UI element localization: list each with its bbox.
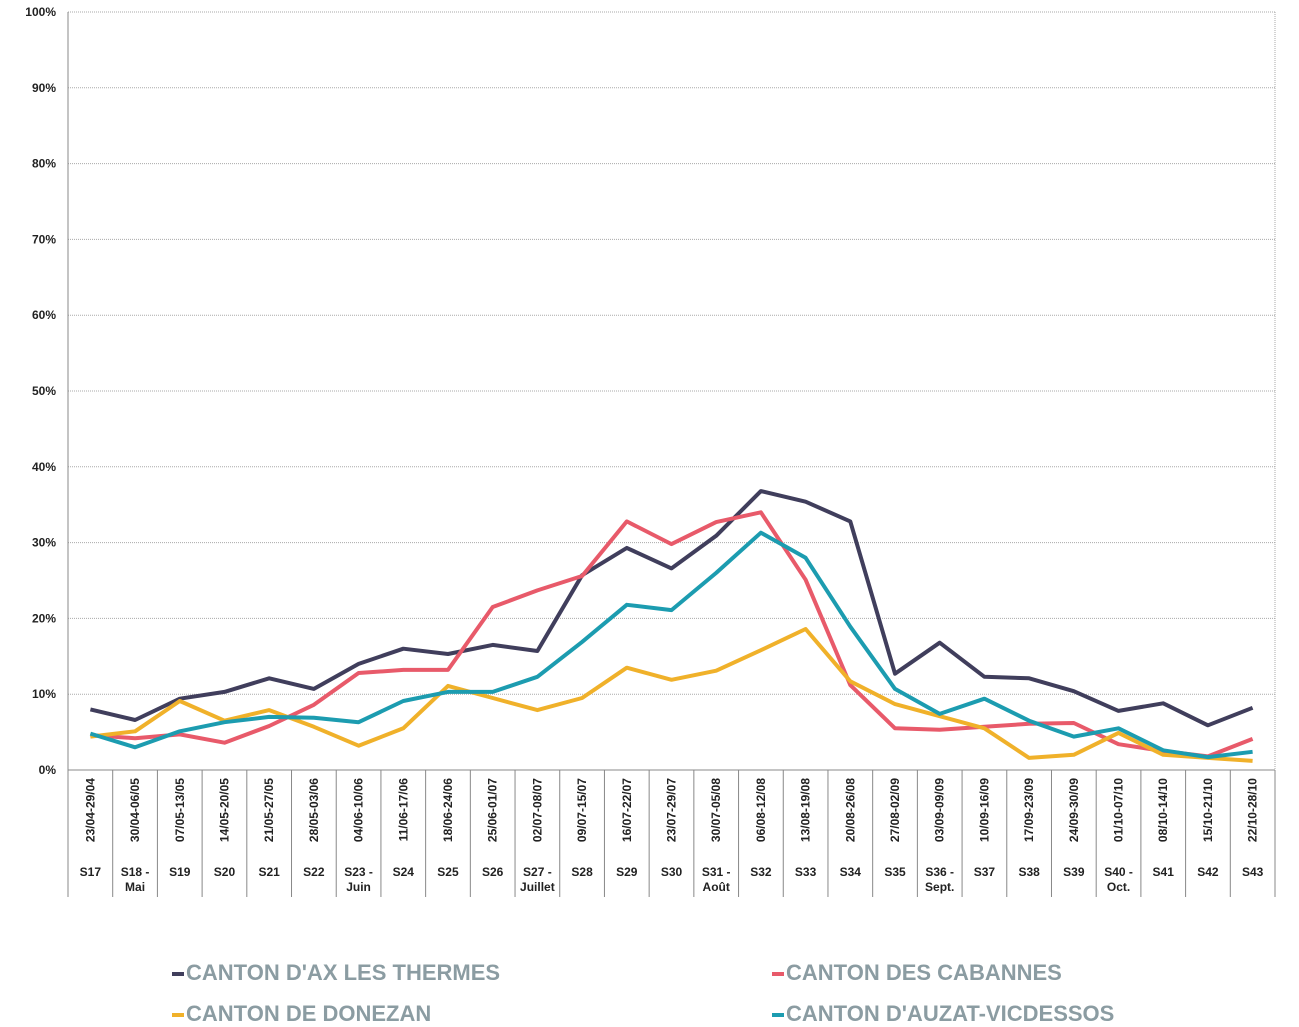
series-line	[89, 530, 1253, 760]
week-label: S20	[213, 865, 236, 879]
week-label: S34	[839, 865, 861, 879]
legend-label: CANTON D'AX LES THERMES	[186, 960, 501, 985]
x-tick-label: 22/10-28/10	[1246, 778, 1260, 842]
x-tick-label: 30/04-06/05	[128, 778, 142, 842]
y-tick-label: 40%	[32, 460, 56, 474]
week-label: S22	[303, 865, 325, 879]
x-tick-label: 11/06-17/06	[396, 778, 410, 842]
legend-item: CANTON D'AUZAT-VICDESSOS	[772, 1001, 1114, 1027]
week-label: S29	[616, 865, 638, 879]
x-tick-label: 01/10-07/10	[1112, 778, 1126, 842]
legend-marker	[172, 1013, 184, 1018]
x-tick-label: 30/07-05/08	[709, 778, 723, 842]
week-label: S32	[750, 865, 772, 879]
legend-label: CANTON DE DONEZAN	[186, 1001, 432, 1026]
legend-marker	[772, 972, 784, 977]
x-tick-label: 04/06-10/06	[352, 778, 366, 842]
y-tick-label: 90%	[32, 81, 56, 95]
week-label: S36 - Sept.	[925, 865, 955, 894]
y-tick-label: 80%	[32, 157, 56, 171]
week-label: S24	[392, 865, 414, 879]
week-label: S43	[1241, 865, 1264, 879]
x-tick-label: 02/07-08/07	[530, 778, 544, 842]
week-label: S23 - Juin	[344, 865, 373, 894]
x-tick-label: 09/07-15/07	[575, 778, 589, 842]
week-label: S17	[79, 865, 102, 879]
x-tick-label: 13/08-19/08	[799, 778, 813, 842]
week-label: S31 - Août	[701, 865, 731, 894]
y-tick-label: 10%	[32, 687, 56, 701]
x-tick-label: 23/07-29/07	[665, 778, 679, 842]
y-tick-label: 20%	[32, 611, 56, 625]
y-tick-label: 0%	[39, 763, 57, 777]
x-tick-label: 06/08-12/08	[754, 778, 768, 842]
y-tick-label: 30%	[32, 536, 56, 550]
week-label: S19	[169, 865, 191, 879]
legend-label: CANTON DES CABANNES	[786, 960, 1062, 985]
week-label: S40 - Oct.	[1104, 865, 1133, 894]
x-tick-label: 21/05-27/05	[262, 778, 276, 842]
week-label: S26	[481, 865, 504, 879]
week-label: S33	[794, 865, 817, 879]
week-label: S35	[884, 865, 906, 879]
week-label: S41	[1152, 865, 1174, 879]
x-tick-label: 23/04-29/04	[83, 778, 97, 842]
x-tick-label: 16/07-22/07	[620, 778, 634, 842]
legend-item: CANTON DE DONEZAN	[172, 1001, 431, 1027]
y-tick-label: 60%	[32, 308, 56, 322]
series-line	[89, 489, 1254, 728]
x-tick-label: 18/06-24/06	[441, 778, 455, 842]
week-label: S37	[973, 865, 996, 879]
y-tick-label: 50%	[32, 384, 56, 398]
legend-marker	[772, 1013, 784, 1018]
x-tick-label: 27/08-02/09	[888, 778, 902, 842]
x-tick-label: 14/05-20/05	[217, 778, 231, 842]
x-tick-label: 17/09-23/09	[1022, 778, 1036, 842]
legend-marker	[172, 972, 184, 977]
x-tick-label: 25/06-01/07	[486, 778, 500, 842]
series-line	[90, 510, 1254, 759]
x-tick-label: 08/10-14/10	[1156, 778, 1170, 842]
week-label: S39	[1063, 865, 1085, 879]
x-tick-label: 15/10-21/10	[1201, 778, 1215, 842]
week-label: S42	[1197, 865, 1219, 879]
x-tick-label: 24/09-30/09	[1067, 778, 1081, 842]
legend-item: CANTON D'AX LES THERMES	[172, 960, 500, 986]
legend-item: CANTON DES CABANNES	[772, 960, 1062, 986]
x-tick-label: 03/09-09/09	[933, 778, 947, 842]
week-label: S30	[660, 865, 683, 879]
y-tick-label: 100%	[25, 5, 56, 19]
y-tick-label: 70%	[32, 232, 56, 246]
week-label: S27 - Juillet	[520, 865, 555, 894]
x-tick-label: 28/05-03/06	[307, 778, 321, 842]
week-label: S38	[1018, 865, 1040, 879]
legend-label: CANTON D'AUZAT-VICDESSOS	[786, 1001, 1115, 1026]
week-label: S21	[258, 865, 280, 879]
x-tick-label: 20/08-26/08	[843, 778, 857, 842]
week-label: S18 - Mai	[120, 865, 150, 894]
x-tick-label: 10/09-16/09	[977, 778, 991, 842]
week-label: S28	[571, 865, 593, 879]
x-tick-label: 07/05-13/05	[173, 778, 187, 842]
week-label: S25	[437, 865, 459, 879]
